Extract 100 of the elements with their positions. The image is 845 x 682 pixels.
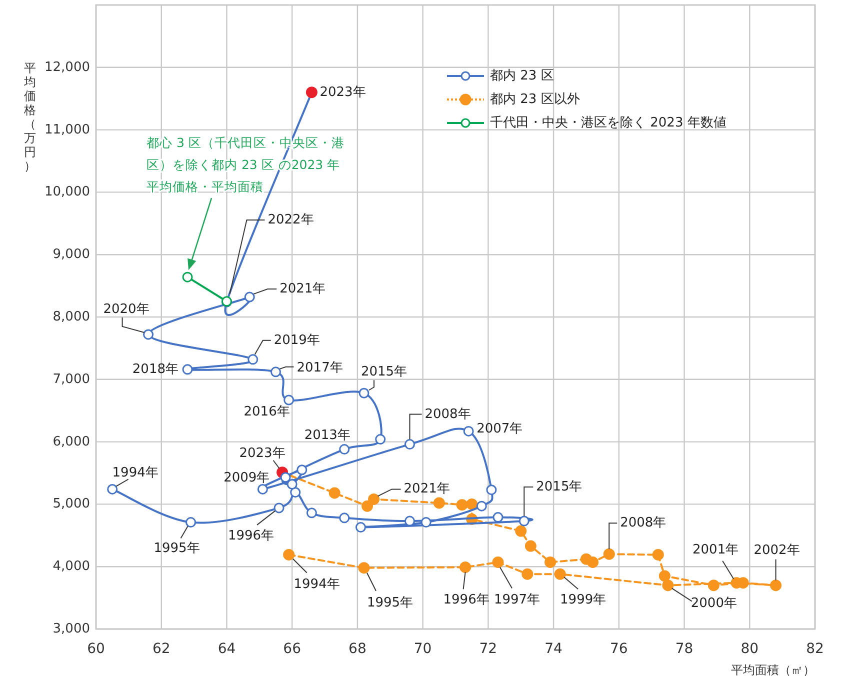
point — [518, 516, 530, 526]
point — [515, 525, 527, 537]
x-tick-label: 80 — [740, 641, 759, 657]
point — [274, 502, 284, 514]
annotation: 1997年 — [494, 592, 540, 608]
point — [486, 484, 497, 496]
point — [463, 426, 474, 436]
annotation: 2022年 — [268, 212, 314, 228]
point — [182, 272, 193, 282]
point — [143, 329, 154, 340]
point — [286, 478, 298, 490]
y-tick-label: 4,000 — [52, 559, 90, 574]
annotation: 1996年 — [443, 592, 490, 608]
annotation: 2018年 — [132, 362, 179, 377]
point — [580, 553, 592, 565]
y-tick-label: 5,000 — [52, 496, 90, 512]
legend-label: 千代田・中央・港区を除く 2023 年数値 — [490, 116, 726, 130]
annotation: 2013年 — [304, 428, 350, 443]
y-tick-label: 10,000 — [44, 184, 90, 200]
point — [433, 497, 445, 509]
point — [554, 568, 566, 580]
annotation: 2020年 — [103, 302, 150, 317]
point — [328, 487, 340, 499]
legend-label: 都内 23 区 — [490, 68, 554, 84]
point — [420, 517, 432, 528]
point — [708, 580, 720, 592]
point — [257, 484, 268, 494]
point — [306, 508, 317, 518]
annotation: 2021年 — [404, 482, 450, 497]
y-tick-label: 9,000 — [52, 247, 90, 262]
point — [492, 556, 504, 568]
annotation: 2016年 — [244, 404, 290, 420]
annotation: 2015年 — [360, 364, 408, 380]
point — [603, 548, 615, 560]
point — [358, 388, 370, 398]
x-tick-label: 70 — [414, 641, 432, 657]
x-tick-label: 74 — [544, 641, 563, 657]
point — [456, 499, 468, 511]
y-tick-label: 3,000 — [52, 622, 90, 636]
x-tick-label: 82 — [806, 641, 824, 657]
annotation: 1999年 — [560, 592, 606, 608]
point — [296, 464, 308, 476]
point — [283, 548, 295, 560]
y-tick-label: 11,000 — [44, 122, 90, 138]
point — [476, 500, 487, 512]
y-tick-label: 6,000 — [52, 434, 90, 450]
annotation: 2019年 — [274, 332, 320, 348]
point — [770, 580, 782, 592]
annotation: 2009年 — [224, 470, 270, 486]
x-tick-label: 72 — [479, 641, 498, 657]
legend-label: 都内 23 区以外 — [490, 92, 580, 107]
point — [244, 292, 255, 302]
point — [248, 354, 258, 365]
point — [492, 512, 504, 523]
annotation: 2008年 — [424, 406, 471, 422]
x-tick-label: 62 — [152, 641, 170, 657]
x-tick-label: 68 — [348, 641, 366, 657]
point — [358, 562, 370, 574]
point — [107, 484, 118, 494]
annotation: 1995年 — [154, 540, 200, 556]
annotation: 2007年 — [476, 422, 523, 437]
point — [362, 500, 374, 512]
annotation: 2021年 — [280, 282, 326, 297]
point — [186, 517, 196, 528]
annotation: 2023年 — [320, 84, 366, 100]
x-tick-label: 66 — [283, 641, 302, 657]
point — [339, 444, 350, 455]
point — [404, 516, 415, 526]
y-axis-title: 平均価格（万円） — [23, 61, 36, 173]
annotation: 2023年 — [239, 446, 286, 461]
annotation: 2015年 — [536, 480, 582, 495]
point — [284, 394, 294, 406]
point — [662, 580, 674, 592]
x-tick-label: 64 — [218, 641, 236, 657]
annotation: 2000年 — [690, 596, 737, 611]
x-tick-label: 78 — [675, 641, 694, 657]
annotation: 1994年 — [112, 466, 158, 481]
annotation: 2001年 — [692, 542, 739, 558]
annotation: 2008年 — [620, 516, 666, 531]
point — [658, 570, 670, 582]
annotation: 2002年 — [754, 542, 800, 558]
point — [522, 568, 534, 580]
point — [355, 522, 366, 533]
annotation: 2017年 — [296, 360, 343, 376]
point — [290, 487, 301, 498]
x-axis-title: 平均面積（㎡） — [731, 663, 815, 677]
point — [404, 439, 415, 450]
point — [306, 86, 318, 98]
y-tick-label: 8,000 — [52, 310, 90, 324]
point — [280, 472, 291, 483]
point — [524, 540, 536, 552]
point — [652, 548, 664, 560]
point — [182, 364, 193, 375]
point — [460, 561, 472, 573]
point — [270, 366, 281, 378]
point — [368, 493, 380, 505]
point — [339, 512, 350, 524]
x-tick-label: 76 — [610, 641, 628, 657]
annotation: 1995年 — [366, 595, 414, 610]
y-tick-label: 7,000 — [52, 372, 90, 387]
